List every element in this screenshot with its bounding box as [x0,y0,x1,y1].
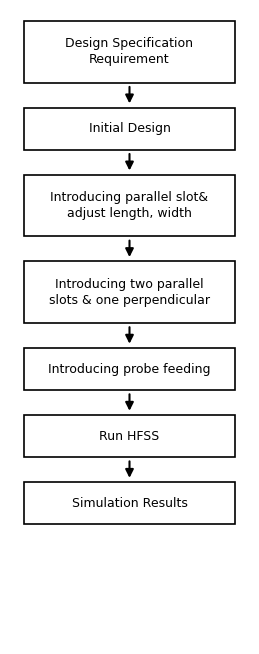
Text: Run HFSS: Run HFSS [99,430,160,443]
FancyBboxPatch shape [24,21,235,83]
FancyBboxPatch shape [24,348,235,390]
FancyBboxPatch shape [24,482,235,525]
Text: Introducing parallel slot&
adjust length, width: Introducing parallel slot& adjust length… [51,191,208,220]
FancyBboxPatch shape [24,175,235,237]
FancyBboxPatch shape [24,261,235,323]
FancyBboxPatch shape [24,415,235,457]
Text: Introducing probe feeding: Introducing probe feeding [48,362,211,375]
Text: Introducing two parallel
slots & one perpendicular: Introducing two parallel slots & one per… [49,278,210,307]
FancyBboxPatch shape [24,107,235,150]
Text: Design Specification
Requirement: Design Specification Requirement [66,37,193,66]
Text: Simulation Results: Simulation Results [71,496,188,509]
Text: Initial Design: Initial Design [89,122,170,135]
